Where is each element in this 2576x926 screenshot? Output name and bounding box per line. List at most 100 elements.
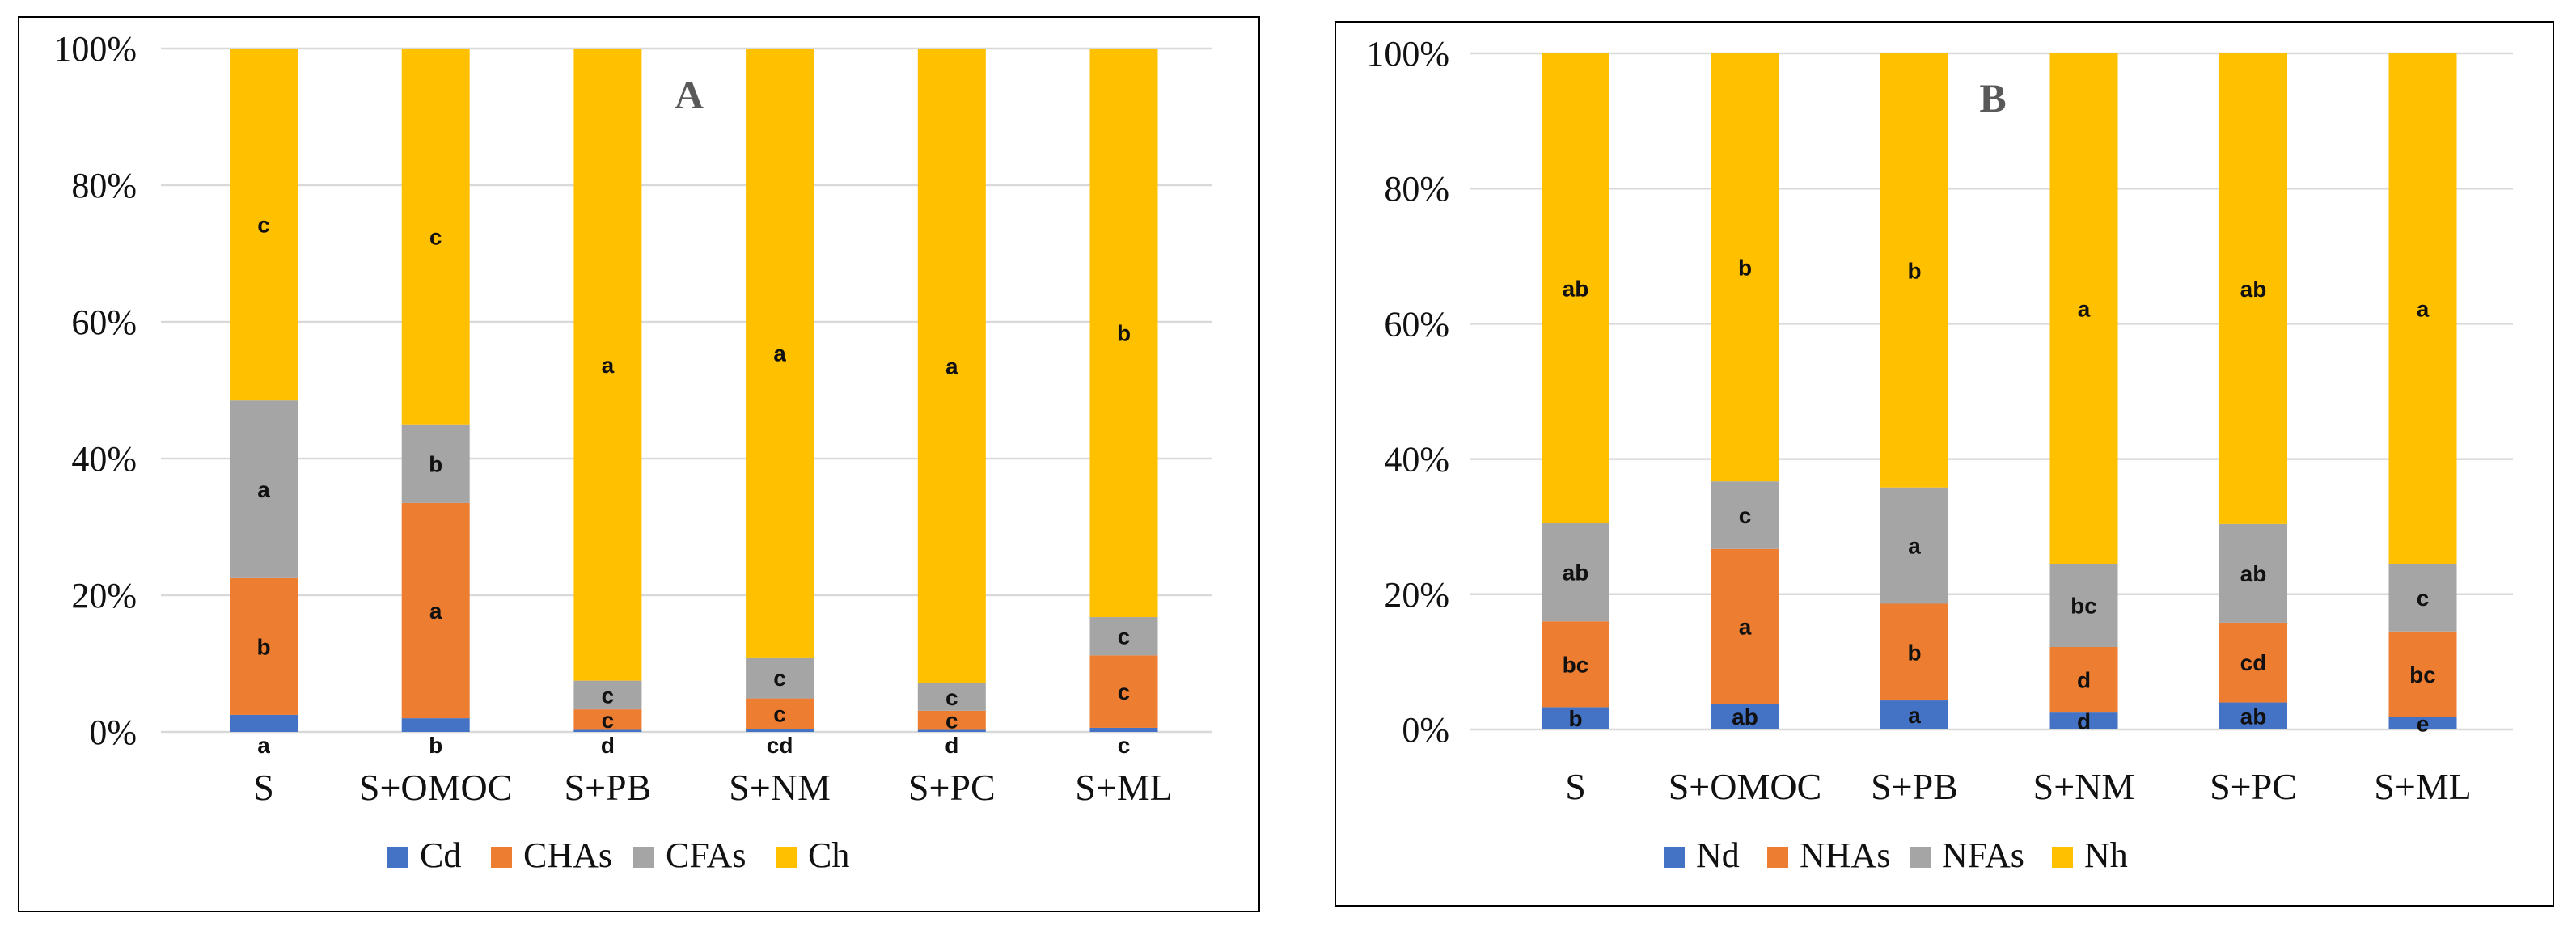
significance-label: bc <box>1563 652 1589 677</box>
chart-b-svg: 0%20%40%60%80%100%bbcababSabacbS+OMOCaba… <box>1366 34 2513 875</box>
significance-label: c <box>2417 586 2430 611</box>
legend-swatch-nhas <box>1767 847 1788 868</box>
bar-nhas-s <box>1542 621 1609 708</box>
significance-label: ab <box>2240 561 2267 586</box>
bar-chas-s <box>230 577 298 715</box>
chart-a-svg: 0%20%40%60%80%100%abacSbabcS+OMOCdccaS+P… <box>53 29 1212 875</box>
y-tick-label: 100% <box>1366 34 1449 74</box>
significance-label: d <box>945 733 958 758</box>
bar-nfas-s-pb <box>1880 487 1948 604</box>
significance-label: d <box>601 733 615 758</box>
bar-nhas-s-omoc <box>1711 548 1779 704</box>
significance-label: a <box>2078 297 2091 322</box>
legend-label-nhas: NHAs <box>1800 835 1890 875</box>
bar-nd-s-omoc <box>1711 704 1779 729</box>
x-category-label: S+PB <box>1871 766 1958 807</box>
significance-label: b <box>429 451 442 476</box>
significance-label: c <box>945 708 958 734</box>
bar-nfas-s-pc <box>2219 523 2287 623</box>
significance-label: ab <box>2240 704 2267 729</box>
x-category-label: S+NM <box>2033 766 2135 807</box>
significance-label: b <box>1907 640 1921 665</box>
y-tick-label: 80% <box>1384 169 1449 209</box>
significance-label: a <box>257 733 270 758</box>
significance-label: d <box>2077 709 2091 734</box>
y-tick-label: 60% <box>71 302 137 342</box>
legend-label-cfas: CFAs <box>666 835 746 875</box>
bar-nfas-s-ml <box>2388 564 2457 632</box>
significance-label: c <box>429 224 442 249</box>
y-tick-label: 60% <box>1384 304 1449 344</box>
bar-nh-s-pb <box>1880 53 1948 488</box>
significance-label: e <box>2417 711 2430 736</box>
y-tick-label: 0% <box>89 712 137 752</box>
bar-ch-s-ml <box>1089 49 1158 618</box>
legend-label-nh: Nh <box>2084 835 2128 875</box>
bar-nfas-s-nm <box>2049 564 2118 648</box>
bar-cfas-s <box>230 400 298 578</box>
significance-label: a <box>1908 703 1921 728</box>
bar-cfas-s-pc <box>917 683 986 711</box>
significance-label: a <box>2417 297 2430 322</box>
legend-swatch-cd <box>387 847 408 868</box>
bar-nh-s-ml <box>2388 53 2457 564</box>
y-tick-label: 0% <box>1402 710 1449 750</box>
bar-cfas-s-ml <box>1089 617 1158 656</box>
significance-label: c <box>1118 679 1131 704</box>
y-tick-label: 20% <box>1384 575 1449 615</box>
legend-label-nd: Nd <box>1696 835 1740 875</box>
bar-ch-s <box>230 49 298 401</box>
legend-swatch-nh <box>2052 847 2073 868</box>
significance-label: ab <box>2240 277 2267 302</box>
bar-nhas-s-ml <box>2388 631 2457 717</box>
legend-swatch-nfas <box>1910 847 1931 868</box>
bar-cd-s-nm <box>746 729 814 732</box>
x-category-label: S+PC <box>2210 766 2297 807</box>
legend-label-cd: Cd <box>420 835 461 875</box>
panel-label: B <box>1979 75 2006 121</box>
x-category-label: S <box>1565 766 1586 807</box>
significance-label: b <box>1117 321 1131 346</box>
bar-nd-s-nm <box>2049 712 2118 729</box>
bar-cd-s-omoc <box>401 718 470 732</box>
bar-nh-s-nm <box>2049 53 2118 564</box>
significance-label: cd <box>767 733 793 758</box>
legend-label-ch: Ch <box>808 835 849 875</box>
y-tick-label: 40% <box>71 439 137 479</box>
significance-label: d <box>2077 668 2091 693</box>
bar-nfas-s <box>1542 523 1609 622</box>
significance-label: a <box>429 598 442 624</box>
legend-swatch-cfas <box>633 847 654 868</box>
bar-nfas-s-omoc <box>1711 481 1779 549</box>
y-tick-label: 20% <box>71 576 137 615</box>
bar-cd-s-pb <box>573 729 642 732</box>
bar-chas-s-pb <box>573 709 642 730</box>
significance-label: b <box>429 733 442 758</box>
legend-swatch-ch <box>776 847 797 868</box>
significance-label: c <box>773 666 786 691</box>
x-category-label: S <box>253 767 274 808</box>
bar-cfas-s-pb <box>573 680 642 710</box>
x-category-label: S+OMOC <box>1669 766 1822 807</box>
significance-label: ab <box>1563 560 1589 586</box>
significance-label: c <box>602 708 615 733</box>
legend-swatch-nd <box>1664 847 1685 868</box>
x-category-label: S+PB <box>565 767 652 808</box>
bar-nd-s <box>1542 707 1609 729</box>
significance-label: b <box>256 634 270 659</box>
significance-label: c <box>1739 503 1752 528</box>
significance-label: cd <box>2240 650 2267 675</box>
significance-label: b <box>1738 256 1752 281</box>
bar-ch-s-nm <box>746 49 814 658</box>
y-tick-label: 100% <box>53 29 137 69</box>
significance-label: a <box>945 354 958 379</box>
bar-nh-s-omoc <box>1711 53 1779 482</box>
bar-chas-s-ml <box>1089 655 1158 728</box>
legend-label-nfas: NFAs <box>1942 835 2024 875</box>
x-category-label: S+OMOC <box>359 767 513 808</box>
bar-ch-s-pb <box>573 49 642 681</box>
x-category-label: S+ML <box>1075 767 1173 808</box>
bar-cfas-s-nm <box>746 657 814 699</box>
significance-label: a <box>1908 534 1921 559</box>
